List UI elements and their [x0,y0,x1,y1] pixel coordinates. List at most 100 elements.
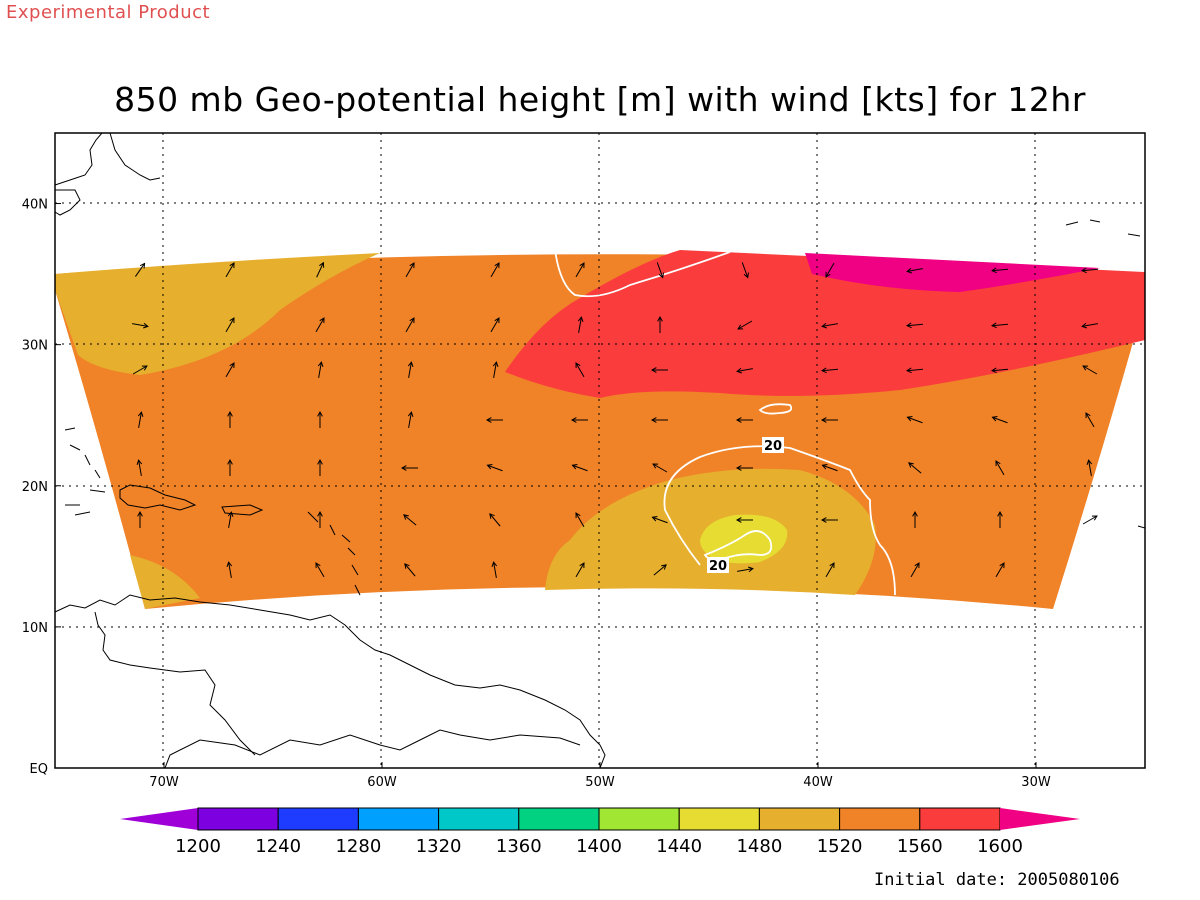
wind-arrow [652,463,668,473]
wind-arrow [997,510,1003,528]
wind-arrow [316,261,325,278]
wind-arrow [656,262,664,279]
wind-arrow [820,367,839,374]
wind-arrow [908,462,922,474]
colorbar-segment [758,807,841,831]
colorbar: 1200 1240 1280 1320 1360 1400 1440 1480 1520 1560… [120,807,1080,857]
wind-arrow [1082,365,1098,375]
contour-label-bg-top [762,437,784,453]
lon-tick-label: 60W [367,775,397,790]
colorbar-segment [197,807,279,831]
lat-tick-label: EQ [30,762,48,777]
colorbar-label: 1320 [416,836,462,857]
coastlines [54,132,1146,769]
height-band-1520-southwest [130,555,200,609]
colorbar-label: 1520 [817,836,863,857]
contour-label-top: 20 [764,439,782,454]
wind-arrow [226,561,233,578]
wind-arrow [400,465,418,471]
lon-tick-label: 50W [585,775,615,790]
wind-arrow [825,262,835,278]
wind-arrow [577,316,584,333]
wind-contour-small [758,403,793,415]
lat-tick-label: 40N [22,198,48,213]
wind-arrow [407,411,414,428]
wind-arrow [735,517,753,523]
wind-arrow [135,262,146,277]
coastline-bahamas [64,427,106,516]
colorbar-segment [839,807,921,831]
wind-arrow [571,464,588,472]
wind-arrow [990,322,1009,329]
coastline-south-america [54,594,606,769]
colorbar-label: 1360 [496,836,542,857]
wind-arrow [486,464,503,472]
wind-arrow [137,411,144,428]
wind-arrow [1082,515,1098,525]
wind-arrow [490,317,500,333]
wind-arrow [575,512,585,528]
lat-tick-label: 20N [22,480,48,495]
coastline-cape-verde [1065,219,1146,529]
wind-arrow [906,416,923,424]
colorbar-label: 1440 [656,836,702,857]
lat-tick-label: 30N [22,339,48,354]
wind-arrow [570,417,588,423]
colorbar-high-triangle [1000,808,1080,830]
coastline-puerto-rico [221,504,264,516]
wind-arrow [405,317,415,333]
wind-arrow [995,460,1005,476]
map-title: 850 mb Geo-potential height [m] with win… [114,80,1086,119]
wind-contour-20 [663,445,896,596]
colorbar-segment [518,807,600,831]
height-band-1520-west [55,253,380,375]
colorbar-segment [598,807,680,831]
wind-arrow [225,262,235,278]
lat-tick-label: 10N [22,621,48,636]
wind-arrow [651,516,668,524]
colorbar-segment [678,807,760,831]
wind-arrow [137,510,143,528]
wind-arrow [489,513,501,527]
wind-arrow [136,459,143,476]
wind-arrow [132,322,149,329]
wind-arrow [317,410,323,428]
wind-arrow [995,562,1005,578]
wind-arrow [492,361,499,378]
experimental-product-label: Experimental Product [6,2,211,23]
wind-arrow [735,465,753,471]
lon-tick-label: 40W [803,775,833,790]
wind-arrow [991,416,1008,424]
colorbar-label: 1560 [897,836,943,857]
lon-tick-label: 30W [1021,775,1051,790]
wind-arrow [317,458,323,476]
wind-arrow [132,365,148,375]
wind-arrow [650,417,668,423]
coastline-lesser-antilles [307,511,361,596]
wind-arrow [485,417,503,423]
wind-arrow [404,563,416,577]
wind-arrow [405,262,415,278]
wind-arrow [990,267,1009,274]
wind-arrow [910,562,920,578]
wind-contour-north [554,249,731,298]
wind-arrow [315,562,325,578]
initial-date-label: Initial date: 2005080106 [874,870,1120,890]
colorbar-segment [277,807,359,831]
wind-arrow [657,315,663,333]
colorbar-segment [438,807,520,831]
wind-arrow [575,262,585,278]
wind-arrow [653,564,667,576]
wind-arrow [317,361,324,378]
wind-arrow [736,367,753,374]
colorbar-segment [919,807,1001,831]
wind-arrow [315,317,325,333]
wind-arrow [575,562,585,578]
colorbar-label: 1480 [736,836,782,857]
colorbar-label: 1240 [255,836,301,857]
gridlines [55,133,1145,768]
colorbar-label: 1200 [175,836,221,857]
wind-arrow [317,510,323,528]
wind-arrow [227,511,234,528]
latitude-tick-labels: EQ 10N 20N 30N 40N [22,198,61,777]
